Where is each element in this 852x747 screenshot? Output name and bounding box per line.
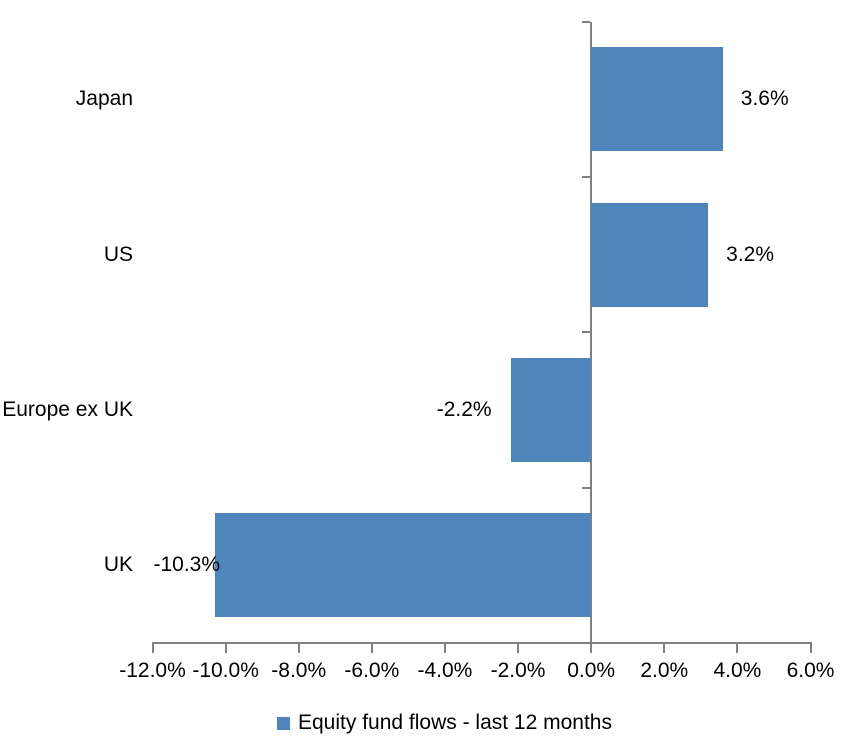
- data-label: 3.6%: [740, 87, 789, 111]
- legend-label: Equity fund flows - last 12 months: [298, 711, 612, 734]
- bar[interactable]: [510, 357, 592, 462]
- x-axis-line: [151, 642, 812, 644]
- category-axis-tick: [582, 486, 591, 489]
- category-label: Europe ex UK: [2, 397, 133, 421]
- x-axis-tick: [517, 644, 520, 653]
- category-axis-tick: [582, 175, 591, 178]
- x-tick-label: -6.0%: [344, 659, 400, 682]
- x-axis-tick: [151, 644, 154, 653]
- x-tick-label: -4.0%: [417, 659, 473, 682]
- x-axis-tick: [590, 644, 593, 653]
- x-tick-label: -2.0%: [490, 659, 546, 682]
- legend[interactable]: Equity fund flows - last 12 months: [277, 711, 612, 735]
- category-axis-tick: [582, 331, 591, 334]
- x-axis-tick: [809, 644, 812, 653]
- zero-axis-line: [590, 21, 593, 645]
- bar[interactable]: [214, 513, 592, 618]
- x-axis-tick: [736, 644, 739, 653]
- x-tick-label: 4.0%: [713, 659, 762, 682]
- x-tick-label: -8.0%: [271, 659, 327, 682]
- x-tick-label: 6.0%: [786, 659, 835, 682]
- x-tick-label: -10.0%: [192, 659, 259, 682]
- x-tick-label: 2.0%: [640, 659, 689, 682]
- data-label: -10.3%: [153, 553, 221, 577]
- x-axis-tick: [370, 644, 373, 653]
- bar[interactable]: [591, 47, 723, 152]
- x-axis-tick: [663, 644, 666, 653]
- data-label: -2.2%: [436, 397, 492, 421]
- category-label: Japan: [75, 87, 133, 111]
- x-axis-tick: [297, 644, 300, 653]
- x-tick-label: 0.0%: [567, 659, 616, 682]
- x-tick-label: -12.0%: [119, 659, 186, 682]
- bar[interactable]: [591, 202, 709, 307]
- data-label: 3.2%: [726, 242, 775, 266]
- category-axis-tick: [582, 20, 591, 23]
- x-axis-tick: [224, 644, 227, 653]
- category-label: US: [103, 242, 133, 266]
- category-label: UK: [103, 553, 133, 577]
- legend-swatch-icon: [277, 716, 290, 730]
- x-axis-tick: [443, 644, 446, 653]
